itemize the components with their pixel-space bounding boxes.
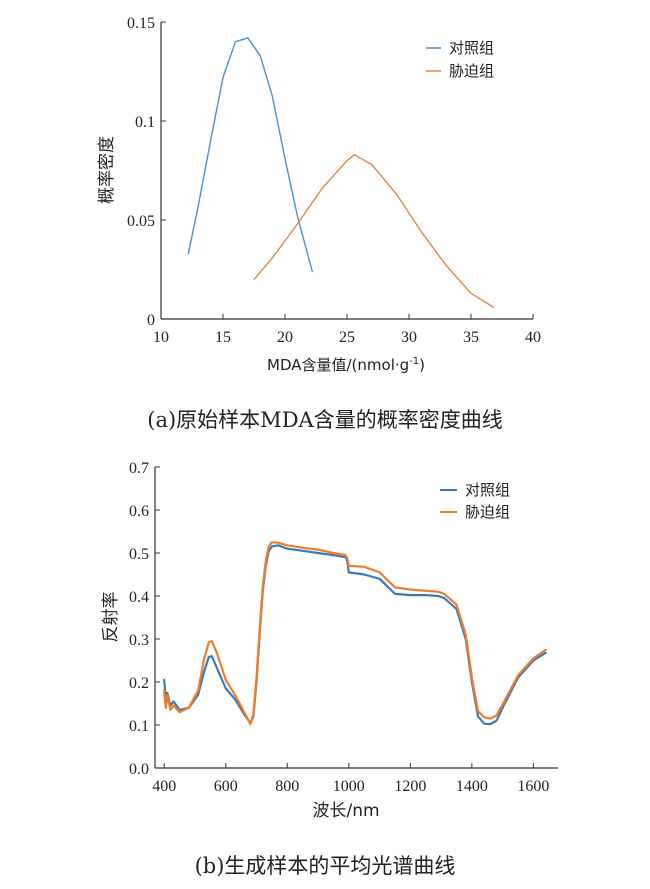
chart-a-x-ticks: 10 15 20 25 30 35 40: [153, 314, 541, 346]
chart-a-xtick-label: 30: [401, 329, 417, 346]
chart-a-legend: 对照组 胁迫组: [426, 39, 494, 80]
chart-b-xlabel: 波长/nm: [312, 801, 379, 821]
chart-a-xlabel-main: MDA含量值/(nmol·g: [267, 356, 409, 374]
legend-stress-label-b: 胁迫组: [465, 503, 510, 521]
chart-a-ytick-label: 0.15: [127, 15, 155, 32]
chart-a-y-ticks: 0 0.05 0.1 0.15: [127, 15, 166, 329]
chart-a-ytick-label: 0.05: [127, 213, 155, 230]
chart-b-x-ticks: 400 600 800 1000 1200 1400 1600: [152, 763, 549, 795]
chart-b-ytick-label: 0.6: [129, 503, 149, 520]
chart-a-xlabel-tail: ): [419, 356, 425, 374]
chart-b-ylabel: 反射率: [101, 592, 121, 643]
chart-b-ytick-label: 0.1: [129, 718, 149, 735]
legend-stress-label: 胁迫组: [449, 62, 494, 80]
caption-b: (b)生成样本的平均光谱曲线: [194, 854, 456, 878]
chart-a-xtick-label: 40: [525, 329, 541, 346]
chart-a-ylabel: 概率密度: [97, 136, 117, 204]
chart-a-xtick-label: 20: [277, 329, 293, 346]
chart-b-xtick-label: 600: [214, 778, 238, 795]
chart-b-ytick-label: 0.3: [129, 632, 149, 649]
chart-a-xtick-label: 15: [215, 329, 231, 346]
chart-b-xtick-label: 1600: [517, 778, 549, 795]
caption-a: (a)原始样本MDA含量的概率密度曲线: [147, 408, 503, 432]
chart-b-y-ticks: 0.0 0.1 0.2 0.3 0.4 0.5 0.6 0.7: [129, 460, 160, 778]
chart-a-xtick-label: 10: [153, 329, 169, 346]
chart-b-series-line-stress: [163, 541, 547, 726]
chart-b-legend: 对照组 胁迫组: [440, 481, 510, 521]
chart-b-xtick-label: 800: [275, 778, 299, 795]
chart-a-xlabel: MDA含量值/(nmol·g-1): [267, 356, 425, 374]
chart-b-xtick-label: 1200: [394, 778, 426, 795]
chart-a-xtick-label: 35: [463, 329, 479, 346]
chart-b-series-line-control: [163, 544, 547, 726]
chart-a-series-line-stress: [253, 153, 494, 308]
chart-a-xtick-label: 25: [339, 329, 355, 346]
chart-b-series: [163, 541, 547, 726]
chart-b-axes: [154, 467, 558, 769]
chart-b-spectra: 400 600 800 1000 1200 1400 1600 0.00.10.20.30.…: [101, 460, 558, 821]
legend-control-label: 对照组: [449, 39, 494, 57]
chart-a-series-line-control: [187, 37, 313, 273]
chart-b-xtick-label: 1400: [456, 778, 488, 795]
chart-b-ytick-label: 0.2: [129, 675, 149, 692]
chart-b-ytick-label: 0.7: [129, 460, 149, 477]
chart-b-ytick-label: 0.0: [129, 761, 149, 778]
chart-a-ytick-label: 0.1: [135, 114, 155, 131]
chart-a-series: [187, 37, 494, 308]
chart-a-pdf: 10 15 20 25 30 35 40 0 0.05 0.1 0.15 概率密度 MDA含量值/…: [97, 15, 541, 374]
legend-control-label-b: 对照组: [465, 481, 510, 499]
chart-a-xlabel-sup: -1: [409, 356, 419, 367]
chart-b-ytick-label: 0.5: [129, 546, 149, 563]
chart-b-ytick-label: 0.4: [129, 589, 149, 606]
chart-b-xtick-label: 400: [152, 778, 176, 795]
chart-b-xtick-label: 1000: [333, 778, 365, 795]
chart-a-ytick-label: 0: [147, 312, 155, 329]
